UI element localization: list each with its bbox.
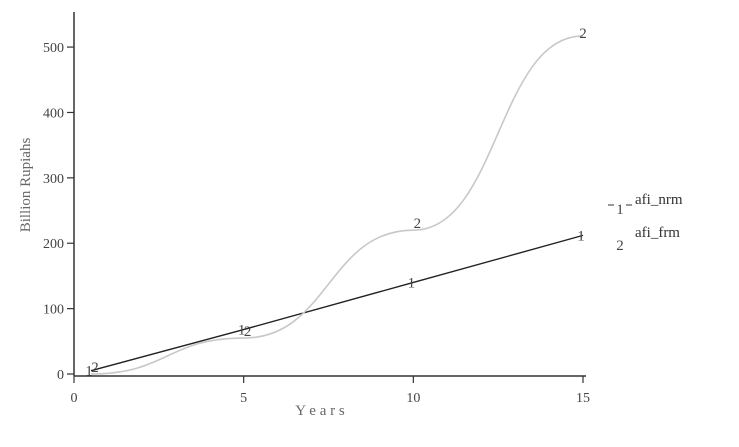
x-tick-label: 15 <box>576 391 590 406</box>
data-point-afi_frm: 2 <box>414 216 422 232</box>
legend: 1 afi_nrm 2 afi_frm <box>608 192 683 254</box>
y-tick-label: 500 <box>43 41 64 56</box>
y-tick-label: 300 <box>43 172 64 187</box>
y-tick-label: 100 <box>43 303 64 318</box>
legend-label: afi_frm <box>635 225 680 241</box>
x-tick-label: 5 <box>240 391 247 406</box>
y-axis-title: Billion Rupiahs <box>18 138 34 233</box>
x-tick-label: 0 <box>71 391 78 406</box>
x-axis-title: Y e a r s <box>295 403 345 419</box>
legend-label: afi_nrm <box>635 192 683 208</box>
y-tick-label: 200 <box>43 237 64 252</box>
series-lines <box>90 35 584 375</box>
x-tick-label: 10 <box>406 391 420 406</box>
data-point-afi_frm: 2 <box>91 360 99 376</box>
data-point-afi_frm: 2 <box>244 324 252 340</box>
data-point-afi_frm: 2 <box>579 26 587 42</box>
data-point-afi_nrm: 1 <box>577 228 585 244</box>
axis-ticks: 0 100 200 300 400 500 0 5 10 15 <box>43 41 590 406</box>
series-line-afi_frm <box>90 35 584 375</box>
series-line-afi_nrm <box>90 234 584 372</box>
data-point-afi_nrm: 1 <box>85 364 93 380</box>
data-point-afi_nrm: 1 <box>238 323 246 339</box>
legend-marker: 1 <box>616 202 624 218</box>
y-tick-label: 0 <box>57 368 64 383</box>
y-tick-label: 400 <box>43 106 64 121</box>
data-point-afi_nrm: 1 <box>408 275 416 291</box>
legend-marker: 2 <box>616 238 624 254</box>
axes <box>73 12 586 377</box>
